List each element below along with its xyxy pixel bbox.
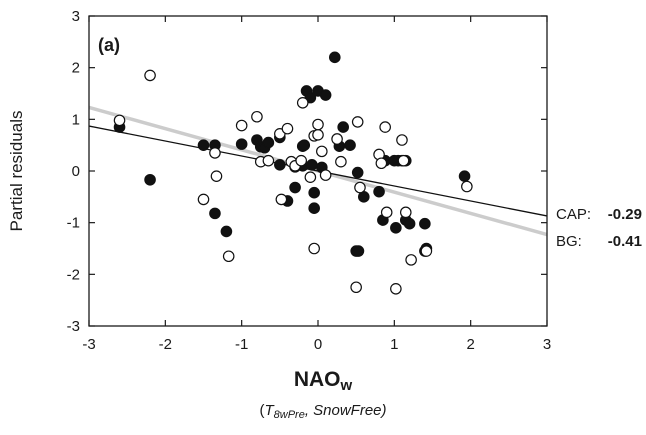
point-cap bbox=[352, 245, 365, 257]
y-tick-label: -3 bbox=[67, 318, 80, 335]
point-bg bbox=[379, 121, 391, 133]
data-points bbox=[113, 51, 473, 295]
point-bg bbox=[281, 122, 294, 135]
x-axis-subtitle-t-subscript: 8wPre bbox=[273, 409, 305, 421]
point-bg bbox=[461, 180, 473, 193]
point-bg bbox=[335, 155, 347, 168]
point-cap bbox=[319, 89, 332, 101]
point-bg bbox=[113, 114, 126, 127]
slope-label-bg: BG: bbox=[556, 233, 582, 250]
point-bg bbox=[354, 181, 366, 194]
point-bg bbox=[350, 281, 362, 294]
point-bg bbox=[308, 242, 320, 255]
point-bg bbox=[296, 97, 309, 109]
x-axis-title-main: NAO bbox=[293, 368, 341, 391]
panel-label: (a) bbox=[98, 35, 120, 55]
point-bg bbox=[312, 129, 324, 141]
point-cap bbox=[144, 173, 156, 186]
point-cap bbox=[390, 222, 402, 234]
point-cap bbox=[458, 170, 471, 182]
point-cap bbox=[328, 51, 341, 64]
x-axis-subtitle-t: T bbox=[264, 402, 274, 419]
slope-value-bg: -0.41 bbox=[608, 233, 642, 250]
point-bg bbox=[319, 169, 332, 181]
point-cap bbox=[403, 217, 416, 230]
y-axis-label: Partial residuals bbox=[7, 111, 26, 232]
point-bg bbox=[197, 193, 210, 206]
point-bg bbox=[144, 69, 156, 82]
y-tick-label: 2 bbox=[72, 60, 80, 77]
x-tick-label: -2 bbox=[159, 336, 172, 353]
point-cap bbox=[289, 181, 301, 194]
x-axis-subtitle-open: ( bbox=[259, 402, 265, 419]
point-cap bbox=[308, 186, 320, 199]
point-bg bbox=[331, 133, 343, 145]
y-tick-label: 0 bbox=[72, 163, 80, 180]
slope-label-cap: CAP: bbox=[556, 206, 591, 223]
axis-ticks: -3 -2 -1 0 1 2 3 -3 -2 -1 0 1 2 3 bbox=[67, 8, 552, 353]
point-cap bbox=[235, 138, 248, 150]
x-tick-label: -3 bbox=[82, 336, 95, 353]
point-bg bbox=[222, 250, 235, 263]
point-bg bbox=[262, 154, 275, 167]
point-bg bbox=[210, 170, 223, 182]
y-tick-label: 3 bbox=[72, 8, 80, 25]
point-cap bbox=[197, 139, 210, 151]
point-bg bbox=[420, 245, 433, 257]
point-cap bbox=[419, 217, 431, 230]
point-cap bbox=[306, 159, 318, 171]
point-bg bbox=[351, 116, 364, 128]
x-tick-label: 1 bbox=[390, 336, 398, 353]
point-bg bbox=[380, 206, 393, 219]
x-tick-label: 3 bbox=[543, 336, 551, 353]
point-bg bbox=[235, 119, 248, 132]
point-bg bbox=[209, 147, 221, 159]
y-tick-label: -1 bbox=[67, 215, 80, 232]
x-tick-label: 0 bbox=[314, 336, 322, 353]
x-tick-label: 2 bbox=[466, 336, 474, 353]
y-tick-label: -2 bbox=[67, 266, 80, 283]
point-bg bbox=[295, 154, 308, 167]
x-axis-title-subscript: w bbox=[340, 377, 353, 394]
point-cap bbox=[209, 207, 221, 220]
point-cap bbox=[298, 139, 311, 151]
point-bg bbox=[396, 134, 408, 146]
point-bg bbox=[304, 171, 317, 183]
point-bg bbox=[405, 254, 417, 266]
x-axis-title: NAOw bbox=[0, 368, 646, 394]
x-axis-subtitle: (T8wPre, SnowFree) bbox=[0, 402, 646, 421]
y-tick-label: 1 bbox=[72, 111, 80, 128]
slope-value-cap: -0.29 bbox=[608, 206, 642, 223]
point-bg bbox=[316, 145, 328, 158]
point-bg bbox=[397, 154, 410, 167]
slope-annotations: CAP: -0.29 BG: -0.41 bbox=[556, 206, 642, 250]
point-cap bbox=[308, 202, 320, 214]
point-bg bbox=[312, 118, 324, 131]
point-bg bbox=[251, 110, 263, 123]
point-bg bbox=[375, 157, 388, 170]
point-cap bbox=[262, 136, 275, 149]
point-cap bbox=[274, 159, 286, 171]
x-axis-subtitle-rest: , SnowFree) bbox=[304, 402, 387, 419]
point-bg bbox=[275, 193, 288, 206]
point-cap bbox=[344, 139, 356, 151]
point-bg bbox=[399, 206, 412, 219]
x-tick-label: -1 bbox=[235, 336, 248, 353]
point-cap bbox=[373, 185, 385, 198]
point-cap bbox=[337, 121, 349, 133]
point-cap bbox=[351, 166, 364, 179]
point-bg bbox=[390, 282, 402, 295]
point-cap bbox=[220, 225, 233, 238]
